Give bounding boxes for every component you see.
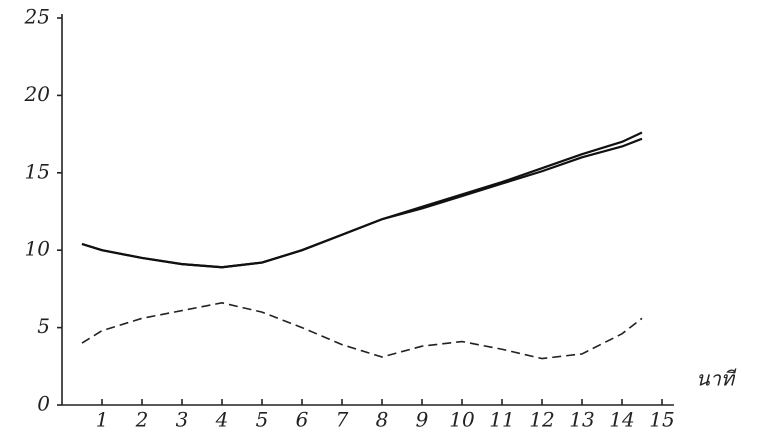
- series-line: [82, 139, 642, 267]
- y-tick-label: 20: [24, 82, 51, 106]
- x-axis-label: นาที: [696, 367, 737, 391]
- y-tick-label: 0: [37, 392, 50, 416]
- x-tick-label: 12: [529, 408, 554, 432]
- x-tick-label: 6: [296, 408, 309, 432]
- y-tick-label: 5: [37, 314, 50, 338]
- x-tick-label: 11: [489, 408, 514, 432]
- y-tick-label: 25: [24, 5, 50, 29]
- x-tick-label: 15: [649, 408, 674, 432]
- x-tick-label: 5: [256, 408, 269, 432]
- y-tick-label: 15: [25, 159, 50, 183]
- x-tick-label: 4: [215, 408, 229, 432]
- series-line: [82, 133, 642, 268]
- x-tick-label: 8: [376, 408, 389, 432]
- x-tick-label: 14: [609, 408, 634, 432]
- x-tick-label: 7: [336, 408, 349, 432]
- series-line: [82, 303, 642, 359]
- x-tick-label: 10: [449, 408, 475, 432]
- x-tick-label: 13: [569, 408, 594, 432]
- y-tick-label: 10: [25, 237, 51, 261]
- x-tick-label: 1: [96, 408, 109, 432]
- x-tick-label: 3: [176, 408, 189, 432]
- x-tick-label: 9: [416, 408, 429, 432]
- chart: นาที 0510152025123456789101112131415: [0, 0, 759, 433]
- x-tick-label: 2: [135, 408, 149, 432]
